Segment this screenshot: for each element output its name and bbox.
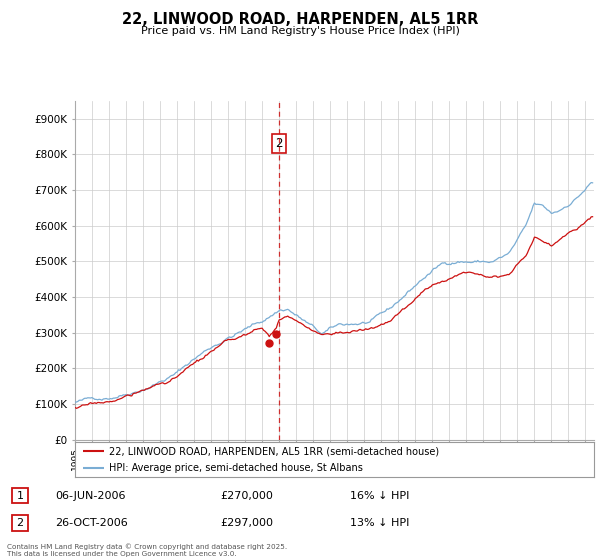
Text: 26-OCT-2006: 26-OCT-2006	[55, 518, 128, 528]
Text: 1: 1	[17, 491, 23, 501]
Text: 16% ↓ HPI: 16% ↓ HPI	[350, 491, 409, 501]
Text: 06-JUN-2006: 06-JUN-2006	[55, 491, 125, 501]
Text: 2: 2	[275, 137, 283, 150]
Text: 13% ↓ HPI: 13% ↓ HPI	[350, 518, 409, 528]
Text: Price paid vs. HM Land Registry's House Price Index (HPI): Price paid vs. HM Land Registry's House …	[140, 26, 460, 36]
Text: Contains HM Land Registry data © Crown copyright and database right 2025.
This d: Contains HM Land Registry data © Crown c…	[7, 543, 287, 557]
Text: £297,000: £297,000	[220, 518, 273, 528]
Bar	[12, 488, 28, 503]
Text: 22, LINWOOD ROAD, HARPENDEN, AL5 1RR: 22, LINWOOD ROAD, HARPENDEN, AL5 1RR	[122, 12, 478, 27]
Text: 22, LINWOOD ROAD, HARPENDEN, AL5 1RR (semi-detached house): 22, LINWOOD ROAD, HARPENDEN, AL5 1RR (se…	[109, 446, 439, 456]
Text: 2: 2	[16, 518, 23, 528]
Text: HPI: Average price, semi-detached house, St Albans: HPI: Average price, semi-detached house,…	[109, 463, 362, 473]
Text: £270,000: £270,000	[220, 491, 273, 501]
Bar	[12, 515, 28, 531]
